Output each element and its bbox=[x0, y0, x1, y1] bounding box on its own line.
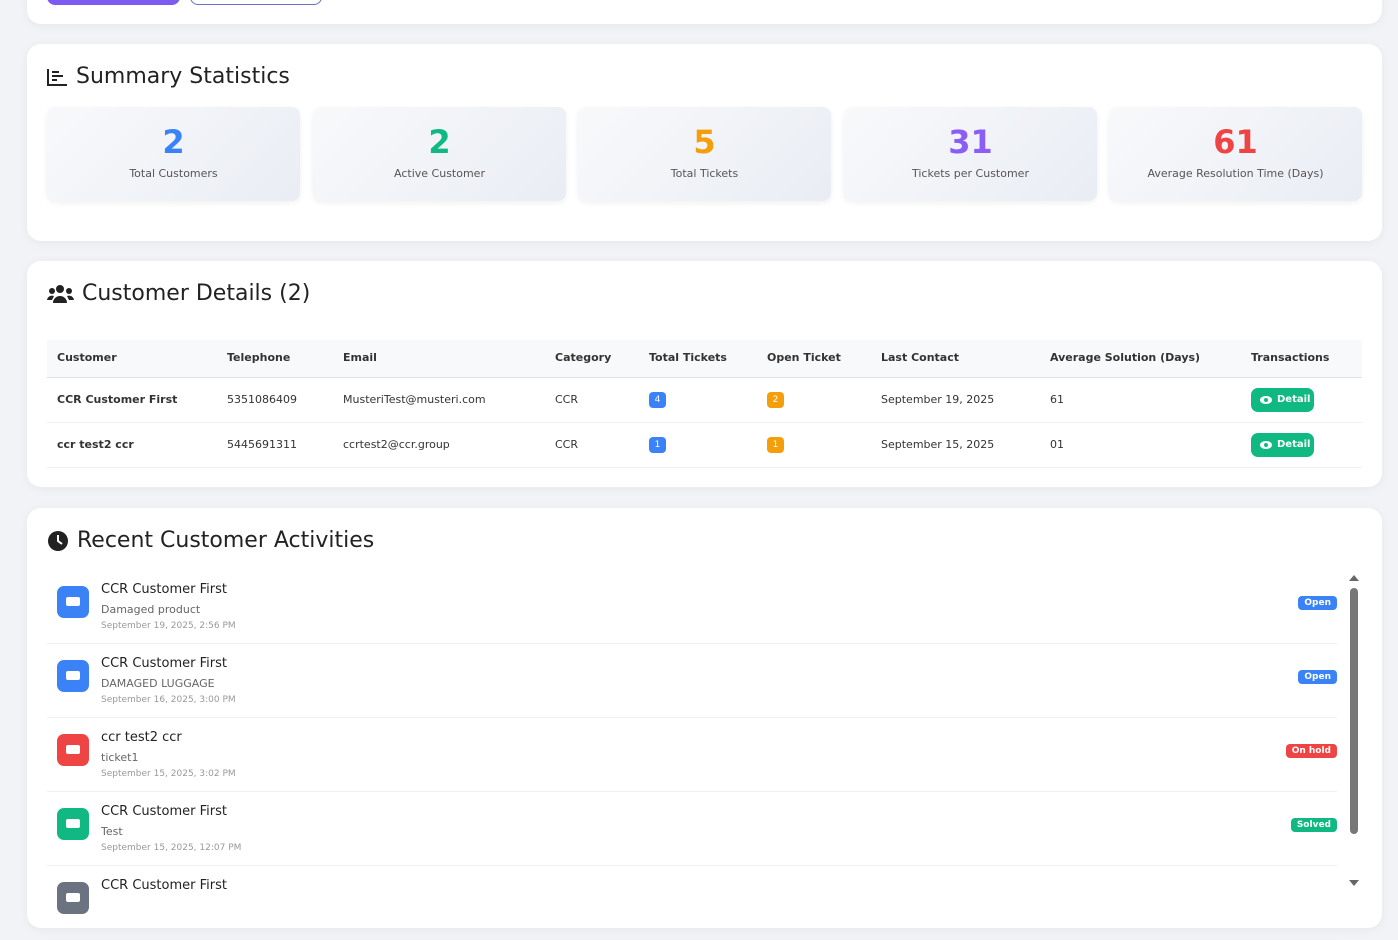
top-card bbox=[27, 0, 1382, 24]
activity-subject: DAMAGED LUGGAGE bbox=[101, 677, 215, 690]
title: Customer Details (2) bbox=[82, 281, 311, 306]
title: Summary Statistics bbox=[76, 64, 290, 89]
stat-label: Tickets per Customer bbox=[912, 167, 1029, 180]
table-cell: CCR bbox=[555, 393, 579, 406]
activity-icon bbox=[57, 808, 89, 840]
summary-card: Summary Statistics 2 Total Customers 2 Acti… bbox=[27, 44, 1382, 241]
section-title: Recent Customer Activities bbox=[47, 528, 374, 553]
section-title: Customer Details (2) bbox=[47, 281, 310, 306]
column-header: Open Ticket bbox=[767, 351, 841, 364]
page: Summary Statistics 2 Total Customers 2 Acti… bbox=[27, 0, 1382, 928]
table-cell: 01 bbox=[1050, 438, 1064, 451]
stat-card: 5 Total Tickets bbox=[578, 107, 831, 201]
detail-button[interactable]: Detail bbox=[1251, 433, 1314, 457]
status-badge: Solved bbox=[1290, 818, 1337, 832]
activity-subject: ticket1 bbox=[101, 751, 139, 764]
column-header: Telephone bbox=[227, 351, 291, 364]
button[interactable] bbox=[190, 0, 322, 5]
open-badge: 1 bbox=[767, 437, 784, 453]
table-cell: CCR bbox=[555, 438, 579, 451]
activity-name: CCR Customer First bbox=[101, 582, 227, 597]
row-divider bbox=[47, 422, 1362, 423]
scrollbar[interactable] bbox=[1350, 588, 1358, 834]
activity-item: CCR Customer First bbox=[47, 866, 1337, 940]
row-divider bbox=[47, 467, 1362, 468]
stat-label: Total Customers bbox=[129, 167, 218, 180]
column-header: Last Contact bbox=[881, 351, 959, 364]
activity-icon bbox=[57, 734, 89, 766]
table-header bbox=[47, 340, 1362, 378]
table-cell: ccr test2 ccr bbox=[57, 438, 134, 451]
stat-label: Total Tickets bbox=[670, 167, 739, 180]
total-badge: 4 bbox=[649, 392, 666, 408]
activity-item: CCR Customer First Test September 15, 2025… bbox=[47, 792, 1337, 866]
activity-icon bbox=[57, 660, 89, 692]
stat-value: 31 bbox=[948, 123, 993, 161]
eye-icon bbox=[1260, 441, 1272, 449]
status-badge: Open bbox=[1298, 596, 1337, 610]
activity-name: CCR Customer First bbox=[101, 656, 227, 671]
open-badge: 2 bbox=[767, 392, 784, 408]
stat-value: 2 bbox=[428, 123, 451, 161]
activity-item: CCR Customer First Damaged product Septemb… bbox=[47, 570, 1337, 644]
activity-item: ccr test2 ccr ticket1 September 15, 2025, … bbox=[47, 718, 1337, 792]
column-header: Total Tickets bbox=[649, 351, 727, 364]
stat-card: 2 Active Customer bbox=[313, 107, 566, 201]
stat-card: 61 Average Resolution Time (Days) bbox=[1109, 107, 1362, 201]
stat-value: 61 bbox=[1213, 123, 1258, 161]
column-header: Email bbox=[343, 351, 377, 364]
table-cell: ccrtest2@ccr.group bbox=[343, 438, 450, 451]
activity-name: CCR Customer First bbox=[101, 804, 227, 819]
status-badge: Open bbox=[1298, 670, 1337, 684]
activity-icon bbox=[57, 586, 89, 618]
activity-icon bbox=[57, 882, 89, 914]
status-badge: On hold bbox=[1285, 744, 1337, 758]
stat-label: Active Customer bbox=[394, 167, 485, 180]
table-cell: 61 bbox=[1050, 393, 1064, 406]
icon bbox=[48, 530, 68, 551]
stat-label: Average Resolution Time (Days) bbox=[1147, 167, 1324, 180]
customers-card: Customer Details (2) Customer Telephone Em… bbox=[27, 261, 1382, 487]
activity-subject: Damaged product bbox=[101, 603, 201, 616]
button[interactable] bbox=[47, 0, 180, 5]
icon bbox=[47, 68, 67, 86]
activities-card: Recent Customer Activities CCR Customer … bbox=[27, 508, 1382, 940]
stat-card: 31 Tickets per Customer bbox=[844, 107, 1097, 201]
title: Recent Customer Activities bbox=[77, 528, 375, 553]
section-title: Summary Statistics bbox=[47, 64, 290, 89]
activity-date: September 15, 2025, 12:07 PM bbox=[101, 843, 242, 853]
column-header: Transactions bbox=[1251, 351, 1330, 364]
column-header: Customer bbox=[57, 351, 117, 364]
stat-value: 5 bbox=[693, 123, 716, 161]
total-badge: 1 bbox=[649, 437, 666, 453]
activity-subject: Test bbox=[101, 825, 123, 838]
scroll-down[interactable] bbox=[1349, 879, 1359, 887]
table-cell: September 15, 2025 bbox=[881, 438, 995, 451]
column-header: Category bbox=[555, 351, 612, 364]
activity-date: September 15, 2025, 3:02 PM bbox=[101, 769, 236, 779]
stat-card: 2 Total Customers bbox=[47, 107, 300, 201]
column-header: Average Solution (Days) bbox=[1050, 351, 1201, 364]
activity-item: CCR Customer First DAMAGED LUGGAGE Septemb… bbox=[47, 644, 1337, 718]
stat-value: 2 bbox=[162, 123, 185, 161]
activity-date: September 16, 2025, 3:00 PM bbox=[101, 695, 236, 705]
table-cell: CCR Customer First bbox=[57, 393, 178, 406]
activity-name: ccr test2 ccr bbox=[101, 730, 182, 745]
activity-name: CCR Customer First bbox=[101, 878, 227, 893]
table-cell: 5351086409 bbox=[227, 393, 297, 406]
eye-icon bbox=[1260, 396, 1272, 404]
activity-date: September 19, 2025, 2:56 PM bbox=[101, 621, 236, 631]
detail-button[interactable]: Detail bbox=[1251, 388, 1314, 412]
icon bbox=[47, 284, 74, 303]
scroll-up[interactable] bbox=[1349, 574, 1359, 582]
table-cell: MusteriTest@musteri.com bbox=[343, 393, 486, 406]
table-cell: 5445691311 bbox=[227, 438, 297, 451]
table-cell: September 19, 2025 bbox=[881, 393, 995, 406]
